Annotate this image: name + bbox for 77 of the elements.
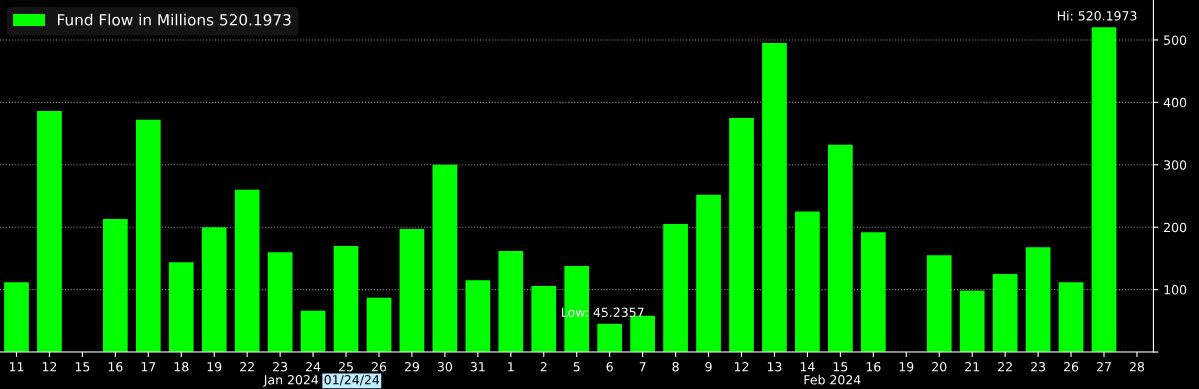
x-tick-label: 2 (540, 361, 547, 372)
x-tick-label: 16 (866, 361, 881, 372)
y-tick-label: 100 (1164, 285, 1187, 295)
x-tick-label: 7 (639, 362, 646, 372)
bar (795, 211, 820, 353)
x-tick-label: 1 (508, 362, 514, 372)
x-tick-label: 15 (75, 362, 90, 372)
bar (267, 252, 293, 353)
bar (531, 285, 557, 353)
bar (102, 219, 128, 353)
bar (762, 43, 787, 353)
x-tick-label: 27 (1096, 361, 1111, 372)
x-tick-label: 12 (734, 361, 749, 372)
bar (465, 280, 491, 353)
bar (399, 229, 425, 353)
x-tick-label: 11 (9, 362, 24, 372)
bar (432, 164, 458, 353)
x-tick-label: 23 (1031, 361, 1046, 372)
bar (597, 323, 623, 353)
bar (959, 290, 985, 353)
x-tick-label: 24 (306, 361, 321, 372)
bar (926, 255, 952, 353)
bar (498, 250, 524, 353)
x-tick-label: 25 (338, 361, 353, 372)
x-tick-label: 13 (767, 361, 782, 372)
x-tick-label: 17 (141, 362, 156, 372)
x-tick-label: 19 (207, 361, 222, 372)
x-tick-label: 5 (573, 362, 580, 372)
x-tick-label: 22 (998, 361, 1012, 372)
bar (300, 310, 326, 353)
x-tick-label: 20 (932, 361, 947, 372)
x-tick-label: 9 (705, 361, 712, 372)
x-tick-label: 12 (42, 361, 57, 372)
x-tick-label: 14 (800, 362, 815, 372)
y-tick-label: 200 (1164, 222, 1187, 233)
bar (729, 117, 754, 353)
bar (4, 282, 29, 353)
bar (828, 144, 853, 353)
bar (37, 111, 62, 353)
bar (234, 189, 260, 353)
bar (168, 262, 194, 353)
x-tick-label: 6 (606, 361, 613, 372)
bar (696, 194, 721, 353)
y-tick-label: 300 (1164, 160, 1187, 170)
x-tick-label: 31 (470, 361, 485, 372)
text: Feb 2024 (804, 374, 861, 385)
y-tick-label: 500 (1164, 35, 1187, 45)
bar (1058, 282, 1084, 353)
bar (1091, 27, 1117, 353)
x-tick-label: 29 (404, 361, 420, 372)
x-tick-label: 22 (240, 361, 254, 372)
bar (992, 274, 1018, 353)
text: 01/24/24 (324, 375, 380, 386)
x-tick-label: 8 (672, 361, 679, 372)
bar (860, 232, 886, 353)
bar (201, 227, 227, 353)
x-tick-label: 21 (965, 361, 979, 372)
bar (1025, 247, 1051, 353)
bar (564, 265, 590, 353)
x-tick-label: 26 (371, 361, 387, 372)
x-tick-label: 26 (1064, 361, 1079, 372)
x-tick-label: 15 (833, 362, 848, 372)
x-tick-label: 23 (273, 361, 288, 372)
bar (663, 224, 688, 353)
x-tick-label: 30 (437, 361, 453, 372)
annotation: Hi: 520.1973 (1057, 10, 1137, 21)
x-tick-label: 18 (174, 361, 189, 372)
y-tick-label: 400 (1163, 97, 1187, 108)
bar (135, 119, 161, 353)
x-tick-label: 19 (899, 361, 914, 372)
text: Jan 2024 (263, 375, 319, 387)
x-tick-label: 28 (1129, 361, 1145, 372)
legend-label: Fund Flow in Millions 520.1973 (58, 13, 291, 26)
x-tick-label: 16 (108, 361, 123, 372)
bar (366, 297, 392, 353)
bar (333, 245, 359, 353)
bar (630, 315, 655, 353)
